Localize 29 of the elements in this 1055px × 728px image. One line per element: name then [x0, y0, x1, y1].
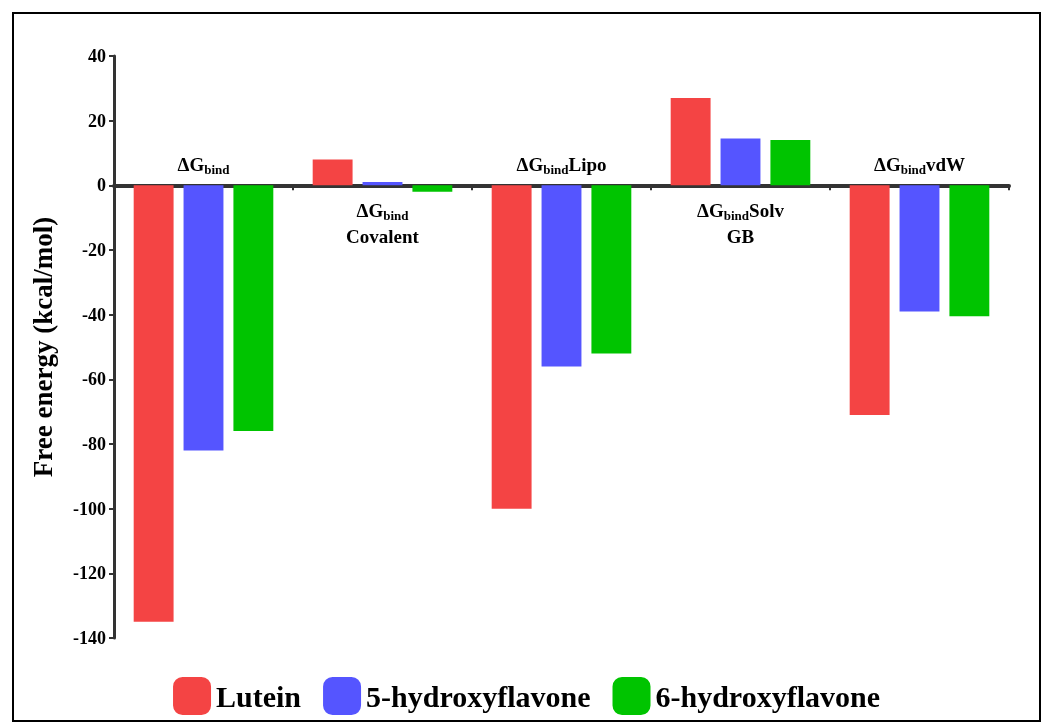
bar [770, 140, 811, 186]
legend-label: 5-hydroxyflavone [366, 679, 591, 713]
bar [491, 185, 532, 509]
y-tick-label: -120 [73, 563, 106, 584]
bar [362, 182, 403, 186]
y-tick-label: -20 [82, 240, 106, 260]
bar [133, 185, 174, 622]
bar [899, 185, 940, 312]
bar [949, 185, 990, 317]
bar [312, 159, 353, 186]
y-tick-label: -40 [82, 304, 106, 325]
y-tick-label: 40 [88, 46, 106, 66]
y-tick-label: 20 [88, 110, 106, 131]
y-axis-title: Free energy (kcal/mol) [27, 216, 58, 478]
bar [849, 185, 890, 415]
legend-label: Lutein [216, 679, 302, 713]
y-tick-label: -60 [82, 369, 106, 390]
bar [670, 98, 711, 186]
bar [183, 185, 224, 451]
y-tick-label: -80 [82, 434, 106, 454]
bar [541, 185, 582, 367]
y-tick-label: -140 [73, 628, 106, 648]
legend-label: 6-hydroxyflavone [655, 679, 880, 713]
y-tick-label: -100 [73, 498, 106, 519]
y-tick-label: 0 [97, 175, 106, 196]
bar [412, 185, 453, 192]
bar [591, 185, 632, 354]
bar [720, 138, 761, 186]
bar [233, 185, 274, 432]
